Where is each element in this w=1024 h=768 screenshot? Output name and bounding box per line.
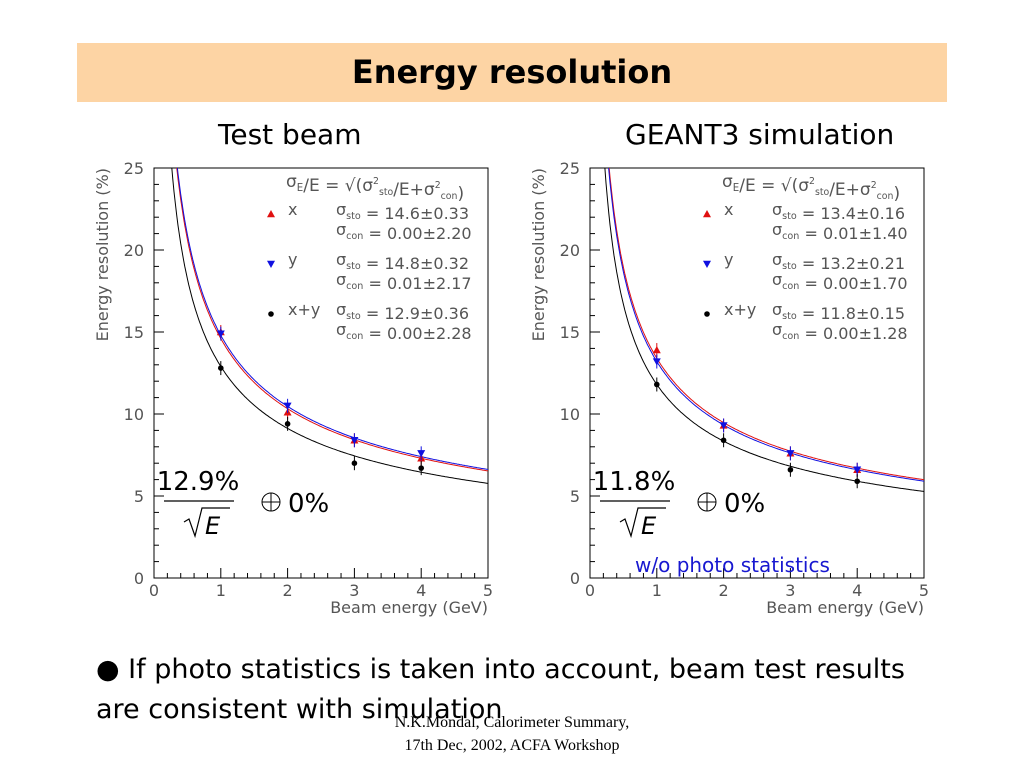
legend-sto-label: σsto = 13.2±0.21: [772, 250, 905, 273]
legend-marker-xplusy: [704, 311, 710, 317]
x-tick-label: 3: [349, 581, 359, 600]
legend-marker-x: [267, 210, 275, 218]
x-tick-label: 5: [919, 581, 929, 600]
data-point-x: [652, 346, 661, 354]
x-tick-label: 1: [652, 581, 662, 600]
bullet-dot: ●: [96, 654, 120, 685]
x-tick-label: 2: [719, 581, 729, 600]
legend-name: x: [288, 200, 297, 219]
data-point-y: [216, 330, 225, 338]
data-point-xplusy: [787, 466, 794, 473]
fit-constant: 0%: [288, 489, 329, 519]
x-tick-label: 0: [585, 581, 595, 600]
sqrt-sign: [619, 507, 666, 539]
fit-constant: 0%: [724, 489, 765, 519]
legend-name: y: [724, 250, 733, 269]
x-tick-label: 4: [416, 581, 426, 600]
y-tick-label: 25: [560, 159, 580, 178]
x-tick-label: 4: [852, 581, 862, 600]
legend-con-label: σcon = 0.01±2.17: [336, 270, 472, 293]
sqrt-sign: [183, 507, 230, 539]
data-point-y: [350, 437, 359, 445]
y-tick-label: 5: [134, 487, 144, 506]
fit-curve-x: [176, 168, 488, 472]
y-axis-label: Energy resolution (%): [93, 168, 112, 341]
x-tick-label: 1: [216, 581, 226, 600]
data-point-y: [283, 402, 292, 410]
y-tick-label: 15: [560, 323, 580, 342]
x-tick-label: 3: [785, 581, 795, 600]
legend-con-label: σcon = 0.00±1.70: [772, 270, 908, 293]
legend-con-label: σcon = 0.00±1.28: [772, 320, 908, 343]
legend-name: x+y: [724, 300, 756, 319]
data-point-xplusy: [720, 437, 727, 444]
fit-denominator: E: [205, 512, 221, 540]
data-point-xplusy: [654, 381, 660, 388]
data-point-y: [652, 358, 661, 366]
y-tick-label: 20: [124, 241, 144, 260]
conclusion-bullet: ● If photo statistics is taken into acco…: [96, 650, 916, 730]
test-beam-label: Test beam: [218, 118, 362, 151]
formula-label: σE/E = √(σ2sto/E+σ2con): [286, 172, 464, 204]
fit-numerator: 11.8%: [593, 467, 676, 497]
data-point-xplusy: [351, 460, 358, 467]
simulation-chart: 0 5 10 15 20 25 0 1 2 3 4 5 Beam energy (GeV) Energy …: [524, 150, 964, 620]
data-point-y: [719, 422, 728, 430]
footer-line-1: N.K.Mondal, Calorimeter Summary,: [394, 714, 630, 731]
x-tick-label: 2: [283, 581, 293, 600]
y-tick-label: 5: [570, 487, 580, 506]
x-axis-label: Beam energy (GeV): [330, 598, 488, 617]
legend-name: x: [724, 200, 733, 219]
legend-sto-label: σsto = 11.8±0.15: [772, 300, 905, 323]
data-point-xplusy: [418, 465, 425, 471]
conclusion-text: If photo statistics is taken into accoun…: [96, 654, 905, 725]
footer: N.K.Mondal, Calorimeter Summary, 17th De…: [0, 711, 1024, 757]
legend-marker-xplusy: [268, 311, 274, 317]
plot-frame: [153, 167, 489, 579]
legend-name: x+y: [288, 300, 320, 319]
data-point-xplusy: [854, 478, 860, 485]
y-tick-label: 20: [560, 241, 580, 260]
y-axis-label: Energy resolution (%): [529, 168, 548, 341]
y-tick-label: 10: [124, 405, 144, 424]
y-tick-label: 0: [570, 569, 580, 588]
test-beam-chart: 0 5 10 15 20 25 0 1 2 3 4 5 Beam energy (GeV) Energy …: [88, 150, 528, 620]
footer-line-2: 17th Dec, 2002, ACFA Workshop: [404, 737, 620, 754]
x-axis-label: Beam energy (GeV): [766, 598, 924, 617]
y-tick-label: 0: [134, 569, 144, 588]
geant3-label: GEANT3 simulation: [625, 118, 895, 151]
y-tick-label: 25: [124, 159, 144, 178]
title-bar: Energy resolution: [77, 43, 947, 102]
legend-sto-label: σsto = 12.9±0.36: [336, 300, 469, 323]
legend-sto-label: σsto = 14.8±0.32: [336, 250, 469, 273]
page-title: Energy resolution: [351, 53, 673, 91]
legend-name: y: [288, 250, 297, 269]
data-point-y: [786, 450, 795, 458]
legend-sto-label: σsto = 14.6±0.33: [336, 200, 469, 223]
legend-marker-y: [703, 260, 711, 268]
legend-con-label: σcon = 0.00±2.20: [336, 220, 472, 243]
fit-curve-xplusy: [171, 168, 488, 484]
legend-marker-x: [703, 210, 711, 218]
data-point-xplusy: [284, 421, 291, 427]
fit-curve-x: [608, 168, 924, 481]
y-tick-label: 15: [124, 323, 144, 342]
data-point-y: [417, 450, 426, 458]
fit-denominator: E: [641, 512, 657, 540]
legend-con-label: σcon = 0.00±2.28: [336, 320, 472, 343]
x-tick-label: 5: [483, 581, 493, 600]
legend-marker-y: [267, 260, 275, 268]
x-tick-label: 0: [149, 581, 159, 600]
plot-frame: [589, 167, 925, 579]
data-point-xplusy: [218, 365, 224, 371]
legend-con-label: σcon = 0.01±1.40: [772, 220, 908, 243]
fit-numerator: 12.9%: [157, 467, 240, 497]
no-photo-statistics-note: w/o photo statistics: [635, 553, 830, 577]
data-point-y: [853, 466, 862, 474]
formula-label: σE/E = √(σ2sto/E+σ2con): [722, 172, 900, 204]
y-tick-label: 10: [560, 405, 580, 424]
legend-sto-label: σsto = 13.4±0.16: [772, 200, 905, 223]
